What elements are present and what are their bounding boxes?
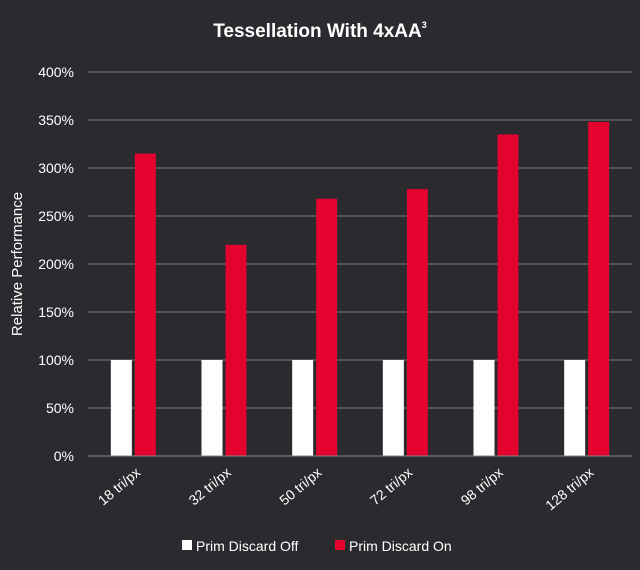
bar-prim-discard-off — [473, 360, 495, 456]
y-tick-label: 250% — [38, 208, 74, 224]
y-tick-label: 300% — [38, 160, 74, 176]
y-tick-label: 350% — [38, 112, 74, 128]
legend-swatch — [335, 540, 345, 550]
x-tick-label: 50 tri/px — [276, 464, 324, 508]
chart-title: Tessellation With 4xAA3 — [213, 20, 427, 42]
x-tick-label: 32 tri/px — [185, 464, 233, 508]
bar-prim-discard-off — [382, 360, 404, 456]
bar-prim-discard-off — [110, 360, 132, 456]
x-tick-label: 18 tri/px — [95, 464, 143, 508]
bar-prim-discard-on — [134, 153, 156, 456]
y-tick-label: 50% — [46, 400, 74, 416]
bar-prim-discard-on — [225, 244, 247, 456]
y-tick-label: 400% — [38, 64, 74, 80]
gridlines — [88, 71, 632, 409]
y-tick-label: 200% — [38, 256, 74, 272]
bar-prim-discard-off — [201, 360, 223, 456]
bar-prim-discard-off — [292, 360, 314, 456]
x-tick-label: 98 tri/px — [457, 464, 505, 508]
y-axis-label: Relative Performance — [9, 192, 26, 336]
bar-prim-discard-off — [564, 360, 586, 456]
legend: Prim Discard Off Prim Discard On — [182, 538, 452, 554]
legend-swatch — [182, 540, 192, 550]
x-tick-label: 128 tri/px — [542, 464, 596, 513]
legend-label: Prim Discard Off — [196, 538, 299, 554]
bar-prim-discard-on — [497, 134, 519, 456]
y-tick-label: 150% — [38, 304, 74, 320]
bars — [110, 121, 610, 457]
y-tick-label: 100% — [38, 352, 74, 368]
y-tick-label: 0% — [54, 448, 74, 464]
bar-prim-discard-on — [588, 121, 610, 457]
y-axis-ticks: 0% 50% 100% 150% 200% 250% 300% 350% 400% — [38, 64, 74, 464]
bar-prim-discard-on — [406, 189, 428, 456]
legend-label: Prim Discard On — [349, 538, 452, 554]
x-axis-ticks: 18 tri/px 32 tri/px 50 tri/px 72 tri/px 98 t… — [95, 464, 597, 513]
bar-prim-discard-on — [316, 198, 338, 456]
title-superscript: 3 — [422, 20, 427, 30]
x-tick-label: 72 tri/px — [367, 464, 415, 508]
